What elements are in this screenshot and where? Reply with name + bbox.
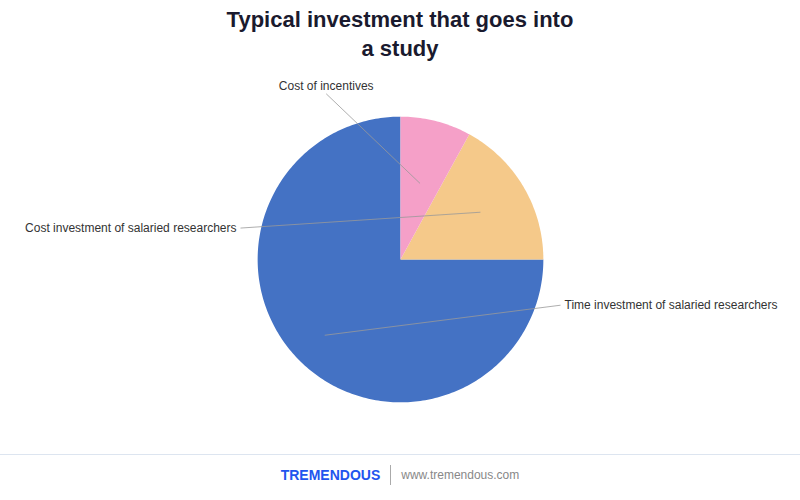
html-text:www.tremendous.com: www.tremendous.com <box>401 468 520 482</box>
svg-text:Cost of incentives: Cost of incentives <box>279 79 374 93</box>
html-text:TREMENDOUS: TREMENDOUS <box>280 467 381 483</box>
html-text:Typical investment that goes i: Typical investment that goes into a stud… <box>226 7 574 61</box>
svg-text:Time investment of salaried re: Time investment of salaried researchers <box>565 298 778 312</box>
svg-text:Cost investment of salaried re: Cost investment of salaried researchers <box>25 221 236 235</box>
